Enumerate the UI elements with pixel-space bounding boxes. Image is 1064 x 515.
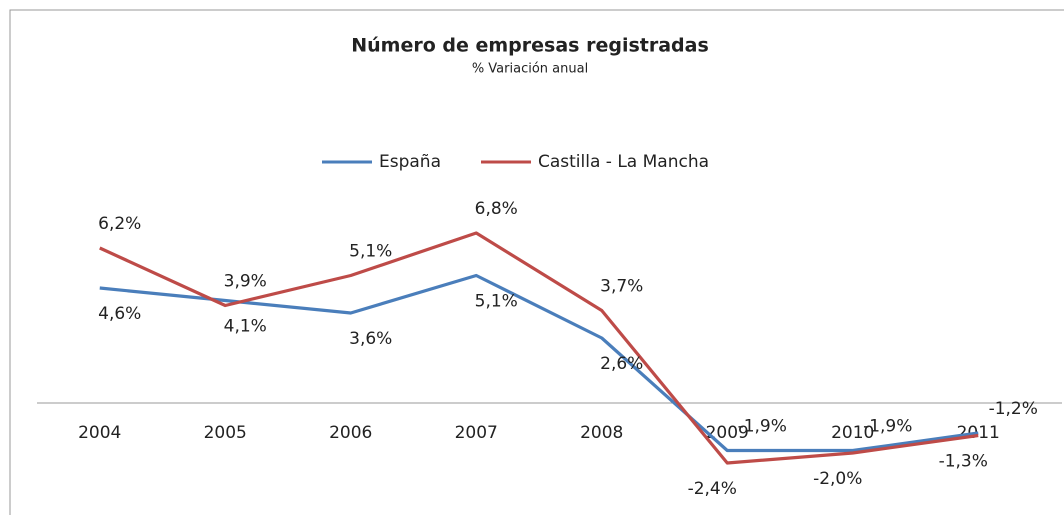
chart-border: [9, 9, 1064, 515]
data-label: -2,4%: [688, 479, 737, 499]
data-label: -1,3%: [939, 452, 988, 472]
x-tick-label: 2004: [78, 423, 121, 443]
data-label: -2,0%: [813, 469, 862, 489]
data-label: 6,2%: [98, 214, 141, 234]
data-label: 3,7%: [600, 277, 643, 297]
data-label: 5,1%: [475, 292, 518, 312]
x-tick-label: 2005: [204, 423, 247, 443]
chart-title: Número de empresas registradas: [351, 35, 709, 57]
data-label: 6,8%: [475, 199, 518, 219]
data-label: 5,1%: [349, 242, 392, 262]
series-line: [99, 231, 979, 465]
x-tick-label: 2009: [706, 423, 749, 443]
data-label: 3,9%: [224, 272, 267, 292]
data-label: 4,1%: [224, 317, 267, 337]
data-label: -1,9%: [738, 417, 787, 437]
x-tick-label: 2007: [455, 423, 498, 443]
x-tick-label: 2010: [831, 423, 874, 443]
chart-subtitle: % Variación anual: [472, 62, 588, 77]
series-line: [99, 273, 979, 453]
legend-label: Castilla - La Mancha: [538, 152, 709, 172]
x-tick-label: 2006: [329, 423, 372, 443]
data-label: 4,6%: [98, 304, 141, 324]
x-tick-label: 2008: [580, 423, 623, 443]
data-label: -1,2%: [989, 399, 1038, 419]
data-label: 2,6%: [600, 354, 643, 374]
legend-label: España: [379, 152, 441, 172]
data-label: -1,9%: [863, 417, 912, 437]
data-label: 3,6%: [349, 329, 392, 349]
